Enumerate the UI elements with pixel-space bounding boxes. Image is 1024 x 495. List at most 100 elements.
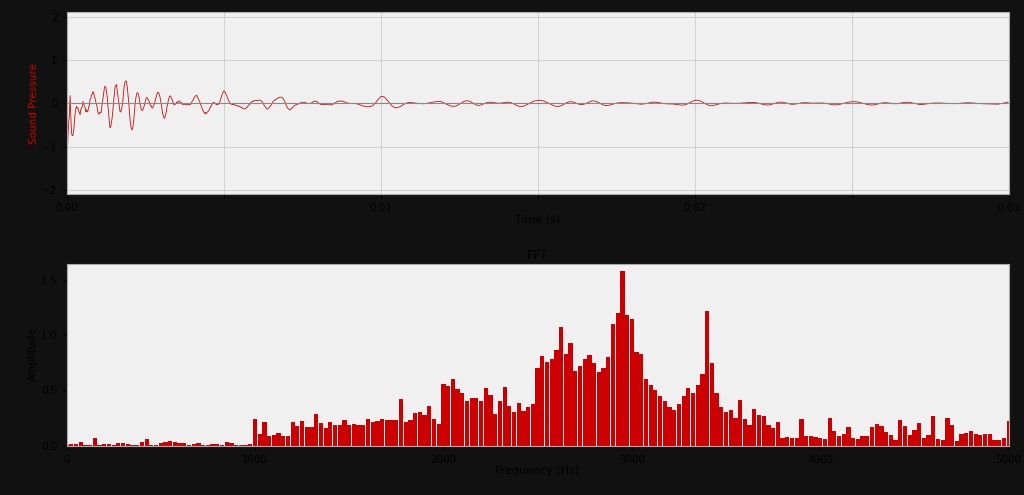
Bar	[795, 438, 799, 446]
Bar	[757, 415, 761, 446]
Bar	[997, 440, 1001, 446]
Bar	[856, 439, 860, 446]
Bar	[945, 418, 949, 446]
Bar	[253, 419, 257, 446]
X-axis label: Frequency (Hz): Frequency (Hz)	[496, 466, 580, 476]
Bar	[837, 436, 841, 446]
Bar	[653, 391, 657, 446]
Bar	[918, 423, 922, 446]
Bar	[592, 363, 596, 446]
Bar	[931, 416, 935, 446]
Bar	[460, 393, 464, 446]
Bar	[833, 431, 837, 446]
Bar	[965, 433, 969, 446]
Bar	[70, 444, 74, 446]
Bar	[785, 437, 790, 446]
Bar	[903, 426, 907, 446]
Bar	[536, 368, 540, 446]
Bar	[121, 443, 125, 446]
Bar	[248, 445, 252, 446]
Bar	[154, 445, 158, 446]
Bar	[126, 445, 130, 446]
Bar	[969, 431, 973, 446]
Bar	[954, 441, 958, 446]
Bar	[639, 354, 643, 446]
Bar	[724, 412, 728, 446]
Bar	[295, 426, 299, 446]
Bar	[389, 420, 393, 446]
Bar	[813, 438, 817, 446]
Bar	[380, 419, 384, 446]
Bar	[823, 439, 827, 446]
Bar	[541, 356, 545, 446]
Bar	[601, 368, 605, 446]
Bar	[809, 436, 813, 446]
Bar	[790, 438, 794, 446]
Bar	[936, 439, 940, 446]
Bar	[483, 388, 487, 446]
Bar	[314, 414, 318, 446]
Bar	[766, 425, 770, 446]
Bar	[974, 434, 978, 446]
Bar	[436, 424, 440, 446]
Y-axis label: Sound Pressure: Sound Pressure	[30, 63, 39, 144]
Bar	[630, 319, 634, 446]
Bar	[851, 438, 855, 446]
Bar	[423, 415, 427, 446]
Bar	[550, 359, 554, 446]
Bar	[818, 438, 822, 446]
Bar	[597, 372, 601, 446]
Bar	[700, 374, 705, 446]
Bar	[559, 327, 563, 446]
Bar	[112, 445, 116, 446]
Bar	[583, 359, 587, 446]
Bar	[554, 350, 558, 446]
Bar	[568, 343, 572, 446]
Bar	[409, 420, 413, 446]
Bar	[804, 436, 808, 446]
Bar	[164, 442, 168, 446]
Bar	[206, 445, 210, 446]
Bar	[1001, 439, 1006, 446]
Bar	[427, 406, 431, 446]
X-axis label: Time (s): Time (s)	[515, 215, 560, 225]
Bar	[865, 436, 869, 446]
Bar	[93, 439, 97, 446]
Bar	[333, 425, 337, 446]
Bar	[117, 443, 121, 446]
Bar	[682, 396, 686, 446]
Bar	[738, 400, 742, 446]
Bar	[456, 389, 460, 446]
Bar	[521, 411, 525, 446]
Bar	[526, 407, 530, 446]
Bar	[1007, 421, 1011, 446]
Bar	[706, 311, 710, 446]
Bar	[106, 444, 111, 446]
Bar	[470, 397, 474, 446]
Bar	[733, 418, 737, 446]
Bar	[827, 418, 831, 446]
Bar	[695, 385, 699, 446]
Bar	[215, 444, 219, 446]
Bar	[606, 357, 610, 446]
Bar	[776, 422, 780, 446]
Bar	[140, 442, 144, 446]
Bar	[361, 425, 366, 446]
Bar	[729, 409, 733, 446]
Bar	[941, 440, 945, 446]
Bar	[517, 403, 521, 446]
Bar	[884, 432, 888, 446]
Bar	[324, 428, 328, 446]
Bar	[474, 398, 478, 446]
Bar	[371, 422, 375, 446]
Bar	[686, 388, 690, 446]
Bar	[173, 442, 177, 446]
Bar	[356, 425, 360, 446]
Bar	[691, 393, 695, 446]
Bar	[780, 438, 784, 446]
Bar	[983, 434, 987, 446]
Bar	[451, 379, 455, 446]
Bar	[978, 435, 982, 446]
Bar	[635, 352, 639, 446]
Bar	[753, 409, 757, 446]
